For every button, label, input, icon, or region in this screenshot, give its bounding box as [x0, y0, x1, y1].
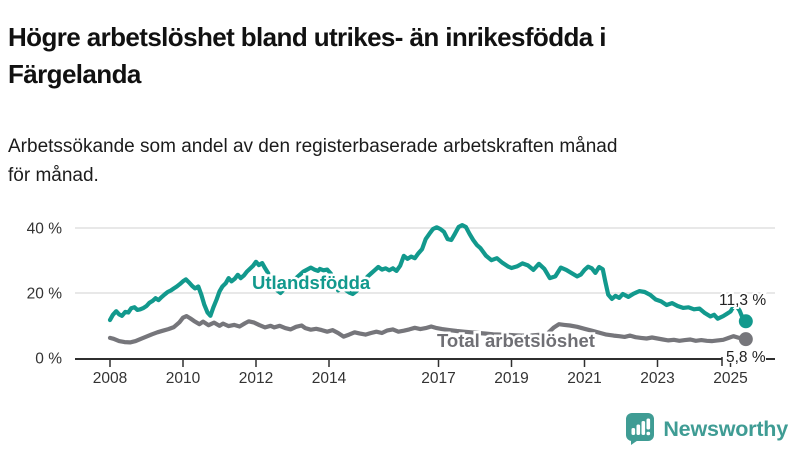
chart-subtitle-line2: för månad.	[8, 164, 99, 186]
newsworthy-bubble-chart-icon	[626, 413, 655, 445]
end-dot-total-arbetsloshet	[738, 332, 753, 347]
x-axis-label-2010: 2010	[166, 370, 201, 387]
chart-subtitle-line1: Arbetssökande som andel av den registerb…	[8, 136, 618, 157]
end-value-label-bg	[722, 349, 766, 363]
end-value-label-total: 5,8 %	[726, 349, 766, 366]
x-axis-label-2012: 2012	[239, 370, 273, 387]
x-axis-label-2023: 2023	[640, 370, 674, 387]
x-axis-label-2017: 2017	[421, 370, 455, 387]
y-axis-label-40: 40 %	[27, 221, 63, 238]
series-line-utlandsfodda	[107, 223, 748, 324]
x-axis-label-2008: 2008	[93, 370, 127, 387]
y-axis-label-0: 0 %	[35, 351, 62, 368]
page-title-line1: Högre arbetslöshet bland utrikes- än inr…	[8, 22, 606, 53]
x-axis-label-2014: 2014	[312, 370, 347, 387]
chart-subtitle: Arbetssökande som andel av den registerb…	[8, 133, 796, 190]
series-label-utlandsfodda: Utlandsfödda	[252, 272, 371, 293]
series-label-total-arbetsloshet: Total arbetslöshet	[437, 330, 595, 351]
end-dot-utlandsfodda	[738, 314, 753, 329]
newsworthy-logo[interactable]: Newsworthy	[625, 412, 788, 446]
series-line-total-arbetsloshet	[107, 314, 748, 345]
chart-plot-layer	[107, 223, 753, 347]
page-title-line2: Färgelanda	[8, 59, 141, 90]
page-title: Högre arbetslöshet bland utrikes- än inr…	[8, 19, 796, 93]
end-value-label-utlandsfodda: 11,3 %	[719, 292, 766, 309]
newsworthy-brand-text: Newsworthy	[663, 416, 788, 441]
x-axis-label-2025: 2025	[713, 370, 747, 387]
chart-grid-layer: 0 % 20 % 40 % 2008 2010 2012 2014 2017 2019 2021 2…	[27, 221, 775, 387]
y-axis-label-20: 20 %	[27, 286, 63, 303]
x-axis-label-2019: 2019	[494, 370, 528, 387]
x-axis-label-2021: 2021	[567, 370, 601, 387]
